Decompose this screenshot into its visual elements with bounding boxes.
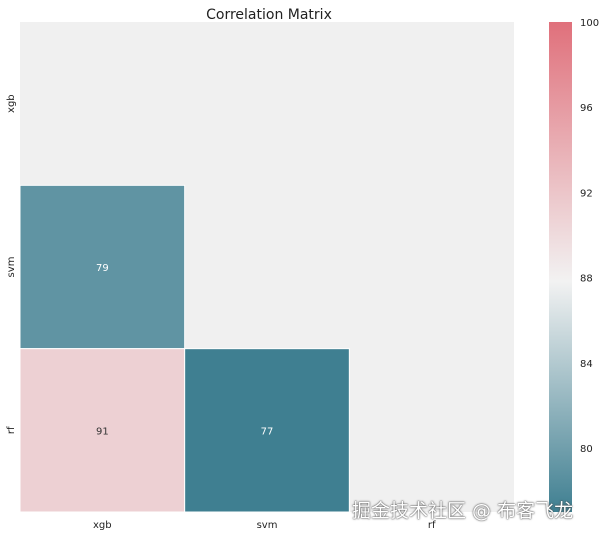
cell-value-label: 91 [96,426,109,437]
colorbar-tick-label: 92 [580,188,593,199]
col-tick-label: rf [428,520,436,531]
row-tick-label: svm [6,257,17,278]
heatmap-cell [184,348,350,513]
cell-value-label: 79 [96,263,109,274]
row-tick-label: xgb [6,94,17,113]
heatmap-cell [19,348,186,513]
colorbar-tick-label: 80 [580,444,593,455]
watermark-text: 掘金技术社区 @ 布客飞龙 [352,500,574,522]
chart-title: Correlation Matrix [206,7,332,23]
colorbar [549,22,572,512]
colorbar-tick-label: 84 [580,359,593,370]
col-tick-label: xgb [93,520,112,531]
colorbar-tick-label: 96 [580,103,593,114]
heatmap-cell [19,184,186,350]
col-tick-label: svm [257,520,278,531]
cell-value-label: 77 [261,426,274,437]
colorbar-tick-label: 88 [580,274,593,285]
row-tick-label: rf [6,426,17,434]
colorbar-tick-label: 100 [580,18,599,29]
